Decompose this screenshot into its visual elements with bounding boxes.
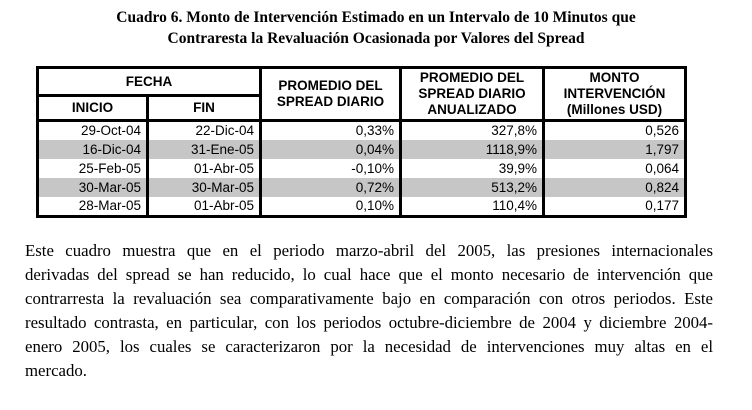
header-inicio: INICIO	[36, 94, 149, 122]
header-row-sub: INICIO FIN	[36, 94, 686, 122]
cell-inicio: 25-Feb-05	[36, 159, 149, 178]
header-fecha: FECHA	[36, 65, 262, 98]
table-row: 29-Oct-04 22-Dic-04 0,33% 327,8% 0,526	[36, 120, 687, 140]
cell-monto: 1,797	[542, 140, 687, 159]
cell-promedio-spread: 0,72%	[259, 178, 402, 197]
cell-promedio-spread: -0,10%	[259, 159, 402, 178]
cell-fin: 01-Abr-05	[146, 197, 262, 217]
cell-spread-anualizado: 110,4%	[399, 197, 545, 217]
cell-spread-anualizado: 513,2%	[399, 178, 545, 197]
table-row: 28-Mar-05 01-Abr-05 0,10% 110,4% 0,177	[36, 197, 687, 217]
table-caption: Cuadro 6. Monto de Intervención Estimado…	[0, 7, 752, 49]
cell-monto: 0,177	[542, 197, 687, 217]
page: { "document": { "caption_lines": [ "Cuad…	[0, 7, 752, 410]
cell-fin: 31-Ene-05	[146, 140, 262, 159]
header-monto-intervencion: MONTO INTERVENCIÓN (Millones USD)	[542, 66, 687, 122]
explanatory-paragraph: Este cuadro muestra que en el periodo ma…	[25, 241, 713, 380]
header-row-group: FECHA PROMEDIO DEL SPREAD DIARIO PROMEDI…	[36, 65, 687, 122]
header-promedio-spread-anualizado: PROMEDIO DEL SPREAD DIARIO ANUALIZADO	[399, 66, 545, 122]
cell-promedio-spread: 0,33%	[259, 120, 402, 140]
header-fin: FIN	[146, 94, 262, 122]
cell-monto: 0,824	[542, 178, 687, 197]
cell-inicio: 29-Oct-04	[36, 120, 149, 140]
table-row: 16-Dic-04 31-Ene-05 0,04% 1118,9% 1,797	[36, 140, 687, 159]
cell-monto: 0,526	[542, 120, 687, 140]
cell-inicio: 30-Mar-05	[36, 178, 149, 197]
cell-fin: 01-Abr-05	[146, 159, 262, 178]
cell-promedio-spread: 0,04%	[259, 140, 402, 159]
table-row: 25-Feb-05 01-Abr-05 -0,10% 39,9% 0,064	[36, 159, 687, 178]
header-promedio-spread-diario: PROMEDIO DEL SPREAD DIARIO	[259, 66, 402, 122]
intervention-table: FECHA PROMEDIO DEL SPREAD DIARIO PROMEDI…	[36, 65, 687, 218]
cell-fin: 30-Mar-05	[146, 178, 262, 197]
cell-monto: 0,064	[542, 159, 687, 178]
cell-inicio: 28-Mar-05	[36, 197, 149, 217]
table-row: 30-Mar-05 30-Mar-05 0,72% 513,2% 0,824	[36, 178, 687, 197]
caption-line-2: Contraresta la Revaluación Ocasionada po…	[167, 30, 585, 47]
cell-spread-anualizado: 1118,9%	[399, 140, 545, 159]
cell-inicio: 16-Dic-04	[36, 140, 149, 159]
cell-promedio-spread: 0,10%	[259, 197, 402, 217]
cell-spread-anualizado: 327,8%	[399, 120, 545, 140]
cell-spread-anualizado: 39,9%	[399, 159, 545, 178]
cell-fin: 22-Dic-04	[146, 120, 262, 140]
caption-line-1: Cuadro 6. Monto de Intervención Estimado…	[116, 9, 636, 26]
